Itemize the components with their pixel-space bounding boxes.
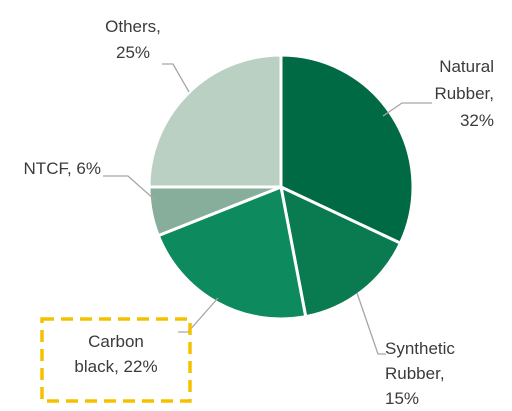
label-ntcf: NTCF, 6% — [24, 159, 101, 178]
slice-others — [147, 53, 283, 189]
pie-slices — [147, 53, 415, 321]
label-line: Natural — [439, 57, 494, 76]
leader-line-others — [162, 63, 190, 93]
carbon-black-highlight-box — [40, 317, 192, 403]
label-synthetic-rubber: Synthetic Rubber, 15% — [385, 339, 455, 408]
label-line: 25% — [116, 43, 150, 62]
leader-lines — [103, 63, 432, 355]
label-line: Synthetic — [385, 339, 455, 358]
label-line: black, 22% — [74, 357, 157, 376]
label-line: Carbon — [88, 332, 144, 351]
label-natural-rubber: Natural Rubber, 32% — [434, 57, 494, 130]
label-line: Rubber, — [385, 364, 445, 383]
slice-labels: Natural Rubber, 32% Synthetic Rubber, 15% Carb… — [24, 17, 494, 408]
leader-line-ntcf — [103, 175, 156, 201]
label-others: Others, 25% — [105, 17, 161, 62]
label-line: 32% — [460, 111, 494, 130]
label-line: Rubber, — [434, 84, 494, 103]
leader-line-carbon-black — [178, 297, 219, 333]
leader-line-natural-rubber — [382, 102, 432, 117]
leader-line-synthetic-rubber — [356, 292, 386, 355]
label-carbon-black: Carbon black, 22% — [74, 332, 157, 376]
slice-synthetic-rubber — [278, 184, 403, 319]
label-line: 15% — [385, 389, 419, 408]
label-line: NTCF, 6% — [24, 159, 101, 178]
slice-natural-rubber — [279, 53, 415, 246]
slice-carbon-black — [156, 184, 308, 321]
label-line: Others, — [105, 17, 161, 36]
